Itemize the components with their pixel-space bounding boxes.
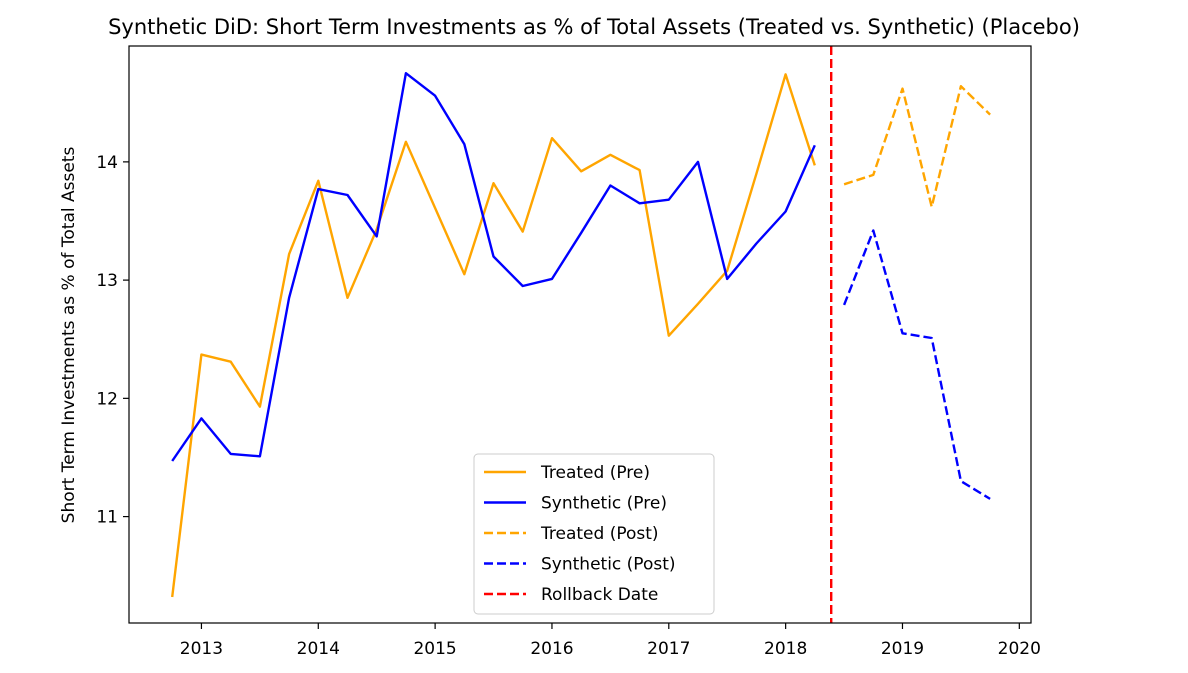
y-axis: 11 12 13 14 [96,153,129,528]
x-tick-label: 2014 [297,639,340,659]
y-axis-label: Short Term Investments as % of Total Ass… [59,147,79,524]
x-tick-label: 2020 [998,639,1041,659]
x-tick-label: 2017 [647,639,690,659]
series-line-synthetic-post [842,229,991,500]
y-tick-label: 14 [96,153,118,173]
legend-label-rollback-date: Rollback Date [541,585,658,605]
legend-label-synthetic-pre: Synthetic (Pre) [541,494,667,514]
series-line-treated-pre [171,73,816,598]
y-tick-label: 11 [96,508,118,528]
plot-frame [128,45,1032,624]
series-line-synthetic-pre [171,71,816,462]
y-tick-label: 13 [96,271,118,291]
x-axis: 2013 2014 2015 2016 2017 2018 2019 2020 [180,623,1041,659]
x-tick-label: 2015 [413,639,456,659]
chart-title: Synthetic DiD: Short Term Investments as… [108,15,1080,39]
legend: Treated (Pre) Synthetic (Pre) Treated (Pos… [473,453,715,615]
series-line-treated-post [843,84,991,209]
x-tick-label: 2019 [881,639,924,659]
series-layer [171,71,991,598]
legend-label-treated-post: Treated (Post) [540,524,659,544]
x-tick-label: 2018 [764,639,807,659]
legend-label-treated-pre: Treated (Pre) [540,463,650,483]
legend-label-synthetic-post: Synthetic (Post) [541,555,676,575]
x-tick-label: 2013 [180,639,223,659]
x-tick-label: 2016 [530,639,573,659]
y-tick-label: 12 [96,389,118,409]
legend-box [473,453,715,615]
